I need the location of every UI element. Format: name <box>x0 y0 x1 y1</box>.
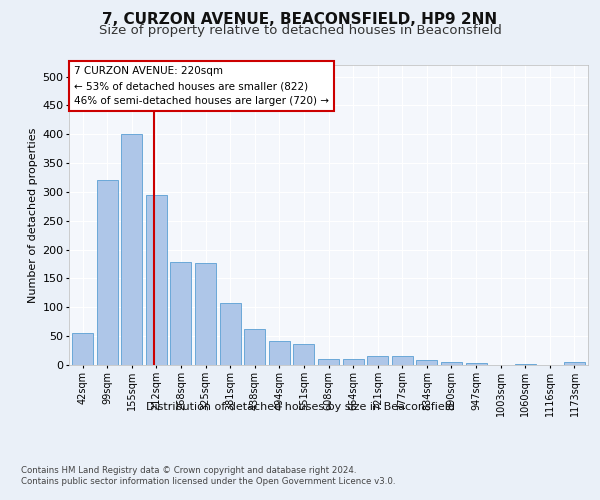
Text: Contains HM Land Registry data © Crown copyright and database right 2024.: Contains HM Land Registry data © Crown c… <box>21 466 356 475</box>
Bar <box>564 362 585 365</box>
Bar <box>244 328 265 365</box>
Text: 7, CURZON AVENUE, BEACONSFIELD, HP9 2NN: 7, CURZON AVENUE, BEACONSFIELD, HP9 2NN <box>103 12 497 28</box>
Bar <box>318 358 339 365</box>
Bar <box>269 341 290 365</box>
Bar <box>367 356 388 365</box>
Bar <box>416 360 437 365</box>
Bar <box>293 344 314 365</box>
Bar <box>195 263 216 365</box>
Bar <box>441 362 462 365</box>
Bar <box>72 334 93 365</box>
Text: Size of property relative to detached houses in Beaconsfield: Size of property relative to detached ho… <box>98 24 502 37</box>
Bar <box>466 362 487 365</box>
Bar <box>343 359 364 365</box>
Text: Distribution of detached houses by size in Beaconsfield: Distribution of detached houses by size … <box>146 402 455 412</box>
Text: Contains public sector information licensed under the Open Government Licence v3: Contains public sector information licen… <box>21 478 395 486</box>
Bar <box>97 180 118 365</box>
Y-axis label: Number of detached properties: Number of detached properties <box>28 128 38 302</box>
Bar <box>121 134 142 365</box>
Bar <box>170 262 191 365</box>
Text: 7 CURZON AVENUE: 220sqm
← 53% of detached houses are smaller (822)
46% of semi-d: 7 CURZON AVENUE: 220sqm ← 53% of detache… <box>74 66 329 106</box>
Bar <box>515 364 536 365</box>
Bar <box>392 356 413 365</box>
Bar <box>146 195 167 365</box>
Bar <box>220 304 241 365</box>
